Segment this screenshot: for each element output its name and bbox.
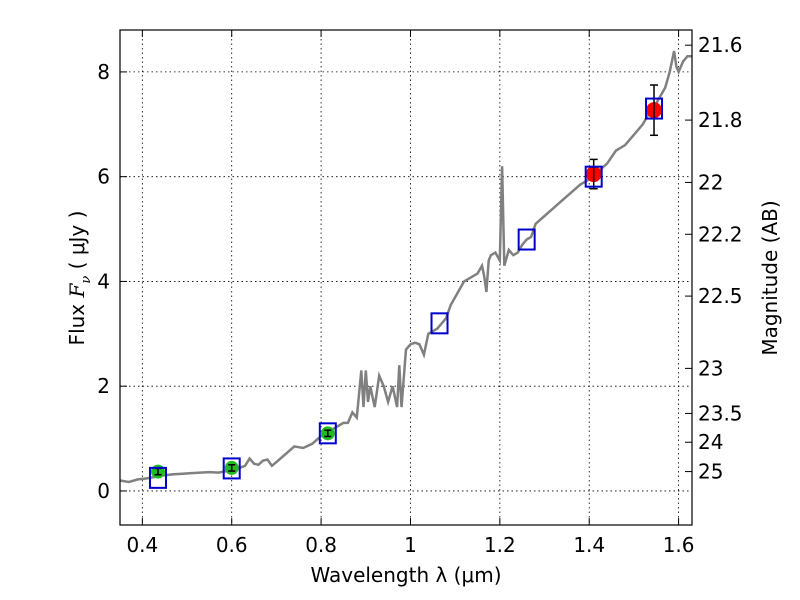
y-tick-label: 2 [97,374,110,398]
right-tick-label: 23 [698,356,723,380]
x-tick-label: 0.4 [126,533,158,557]
y-axis-label-text: Flux [65,298,89,346]
right-tick-label: 25 [698,460,723,484]
y-tick-label: 4 [97,269,110,293]
right-tick-label: 21.6 [698,33,743,57]
x-axis: 0.4 0.6 0.8 1 1.2 1.4 1.6 [126,30,695,557]
observed-points [150,84,663,479]
model-band-markers [148,97,664,489]
left-y-axis: 0 2 4 6 8 [97,60,127,503]
right-axis-label: Magnitude (AB) [758,200,782,355]
model-band-square [584,165,603,188]
y-axis-label: Flux Fν ( μJy ) [65,211,94,346]
y-tick-label: 8 [97,60,110,84]
right-tick-label: 22.5 [698,284,743,308]
right-tick-label: 23.5 [698,401,743,425]
x-tick-label: 0.6 [216,533,248,557]
y-tick-label: 6 [97,165,110,189]
grid-lines [120,30,692,525]
plot-frame [119,29,693,526]
model-band-square [517,228,536,251]
model-band-square [318,422,337,445]
x-tick-label: 0.8 [305,533,337,557]
x-tick-label: 1.2 [484,533,516,557]
model-band-square [222,457,241,480]
x-axis-label: Wavelength λ (μm) [310,563,501,587]
x-tick-label: 1.4 [573,533,605,557]
x-tick-label: 1 [404,533,417,557]
y-tick-label: 0 [97,479,110,503]
right-tick-label: 24 [698,430,723,454]
model-band-square [430,312,449,335]
right-tick-label: 22 [698,170,723,194]
model-band-square [148,466,167,489]
x-tick-label: 1.6 [663,533,695,557]
model-band-square [645,97,664,120]
model-spectrum-line [119,50,692,484]
right-magnitude-axis: 21.6 21.8 22 22.2 22.5 23 23.5 24 25 [685,33,743,484]
right-tick-label: 22.2 [698,222,743,246]
right-tick-label: 21.8 [698,108,743,132]
